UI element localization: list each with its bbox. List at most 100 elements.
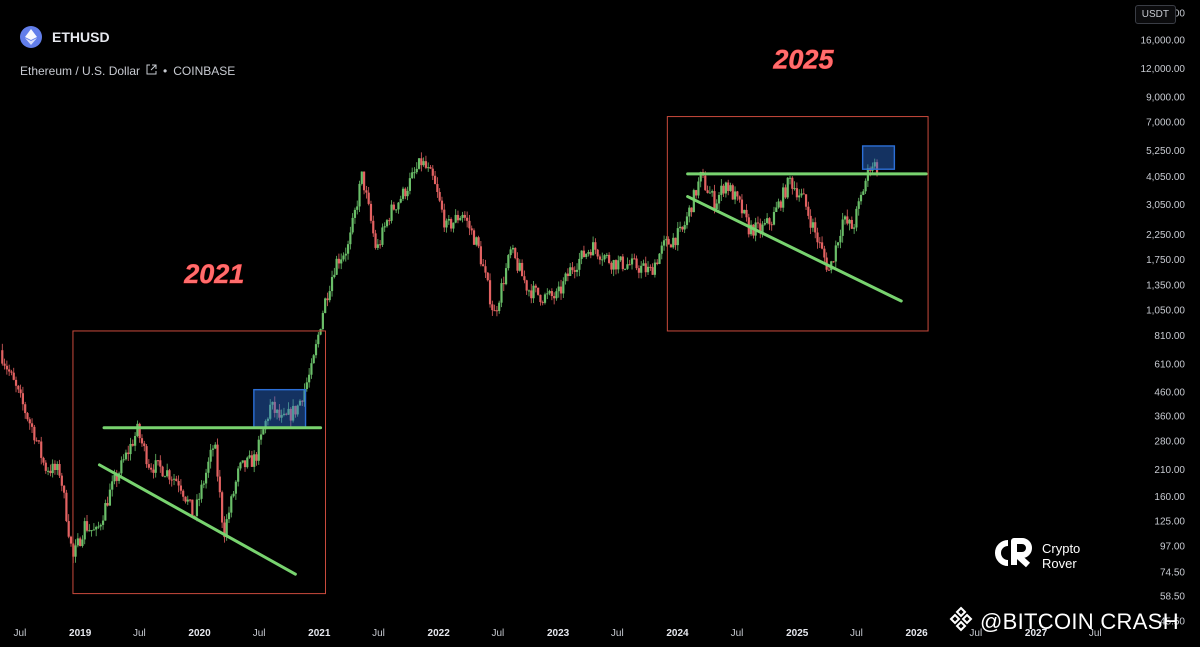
candle-down — [610, 262, 613, 270]
candle-down — [243, 460, 247, 468]
candle-up — [862, 191, 865, 195]
symbol-header: ETHUSD Ethereum / U.S. Dollar • COINBASE — [20, 26, 235, 78]
candle-down — [488, 280, 492, 305]
candle-up — [383, 226, 386, 228]
candle-up — [715, 203, 718, 210]
candle-up — [266, 418, 270, 422]
candle-down — [486, 272, 489, 281]
candle-down — [182, 490, 185, 497]
candle-up — [653, 262, 657, 275]
y-tick-label: 125.00 — [1154, 516, 1185, 527]
candle-up — [88, 530, 91, 532]
candle-down — [179, 485, 183, 491]
candle-up — [699, 171, 702, 182]
candle-up — [603, 255, 606, 260]
candle-up — [445, 220, 448, 228]
exchange-label: COINBASE — [173, 64, 236, 78]
candle-up — [601, 259, 604, 261]
pattern-2025-box — [666, 116, 929, 332]
candle-up — [376, 244, 379, 248]
candle-down — [60, 475, 63, 486]
candle-up — [134, 435, 137, 446]
candle-down — [138, 423, 141, 439]
pattern-2021-box — [72, 330, 326, 595]
candle-up — [90, 530, 93, 532]
candle-down — [69, 536, 73, 544]
candle-down — [367, 192, 370, 204]
candle-down — [472, 230, 476, 245]
candle-down — [541, 302, 544, 304]
symbol-label[interactable]: ETHUSD — [52, 29, 110, 45]
candle-down — [534, 285, 537, 288]
candle-up — [305, 382, 308, 389]
candle-up — [230, 496, 233, 513]
candle-up — [253, 454, 256, 467]
candle-down — [649, 266, 652, 268]
candle-up — [630, 258, 634, 265]
candle-up — [324, 298, 327, 314]
x-tick-label: 2024 — [666, 628, 689, 639]
candle-up — [605, 254, 608, 256]
x-tick-label: 2019 — [69, 628, 92, 639]
candle-down — [223, 522, 226, 538]
candle-up — [207, 461, 210, 473]
candle-up — [676, 228, 679, 246]
external-link-icon[interactable] — [146, 64, 157, 78]
y-tick-label: 210.00 — [1154, 465, 1185, 476]
candle-up — [415, 168, 418, 173]
candle-up — [358, 183, 361, 207]
y-tick-label: 74.50 — [1160, 568, 1185, 579]
candle-up — [848, 219, 851, 224]
candle-down — [539, 294, 542, 303]
candle-up — [843, 216, 847, 220]
x-tick-label: 2020 — [188, 628, 211, 639]
candle-up — [262, 429, 265, 435]
candle-up — [612, 260, 615, 270]
candle-up — [642, 263, 645, 266]
candle-down — [17, 385, 20, 390]
candle-down — [429, 167, 432, 169]
candle-down — [681, 226, 684, 230]
candle-up — [685, 216, 689, 226]
watermark: @BITCOIN CRASH — [948, 606, 1179, 638]
candle-up — [688, 207, 691, 217]
watermark-text: @BITCOIN CRASH — [980, 609, 1179, 634]
time-axis[interactable]: Jul 2019 Jul 2020 Jul 2021 Jul 2022 Jul 2023 Jul 20… — [14, 628, 1102, 639]
price-unit-badge[interactable]: USDT — [1134, 5, 1176, 24]
candle-up — [518, 262, 521, 271]
candle-up — [346, 244, 350, 254]
candle-down — [669, 244, 673, 248]
candle-down — [470, 228, 473, 231]
candle-up — [411, 172, 414, 179]
candle-up — [351, 217, 354, 233]
candle-down — [175, 478, 178, 482]
candle-down — [161, 466, 164, 477]
symbol-description: Ethereum / U.S. Dollar — [20, 64, 141, 78]
candle-up — [136, 423, 139, 436]
candle-up — [282, 413, 286, 416]
candle-up — [834, 245, 837, 262]
candle-down — [651, 267, 654, 275]
candle-up — [214, 444, 217, 449]
candle-down — [12, 372, 15, 380]
x-tick-label: Jul — [133, 628, 146, 639]
price-axis[interactable]: 21,000.0016,000.0012,000.009,000.007,000… — [1141, 9, 1186, 628]
candle-up — [527, 290, 531, 292]
candle-up — [92, 529, 95, 531]
candle-up — [97, 526, 100, 528]
candle-up — [83, 521, 86, 540]
candle-up — [500, 283, 503, 303]
candle-down — [621, 256, 624, 270]
candle-down — [65, 492, 68, 522]
x-tick-label: 2026 — [905, 628, 928, 639]
candle-up — [257, 439, 260, 461]
candle-down — [644, 263, 647, 273]
candle-down — [608, 254, 611, 263]
x-tick-label: Jul — [1089, 628, 1102, 639]
candle-down — [145, 446, 148, 465]
candle-down — [628, 264, 631, 266]
candle-down — [589, 252, 592, 256]
candle-down — [768, 218, 771, 225]
candle-up — [209, 449, 212, 462]
